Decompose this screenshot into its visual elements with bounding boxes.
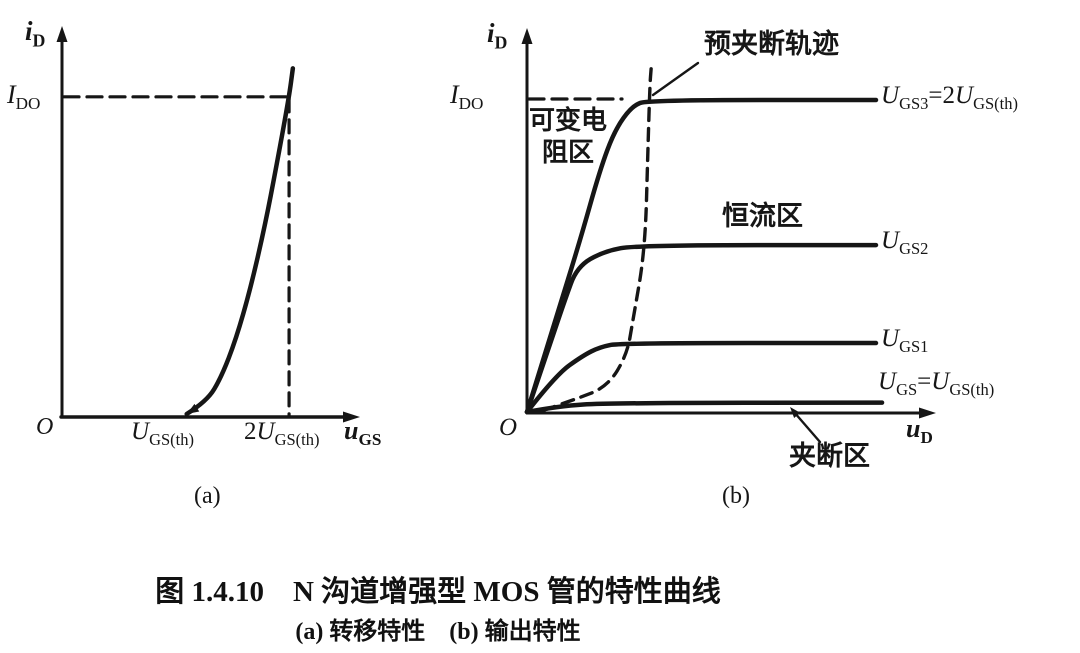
a-y-axis-label: iD: [25, 16, 46, 51]
a-tick-2ugsth: 2UGS(th): [244, 418, 320, 449]
b-region-pinch-off: 夹断区: [789, 441, 870, 471]
b-region-variable-resistance-line2: 阻区: [541, 137, 594, 167]
b-output-curve-2: [524, 340, 879, 415]
b-locus-label: 预夹断轨迹: [704, 29, 839, 59]
b-curve-label-ugs2: UGS2: [881, 227, 929, 258]
b-x-axis-arrow: [919, 407, 936, 419]
figure-caption-subtitles: (a) 转移特性 (b) 输出特性: [295, 619, 581, 645]
b-curve-label-ugsth: UGS=UGS(th): [878, 368, 995, 399]
a-tick-ugsth: UGS(th): [131, 418, 194, 449]
b-y-axis-arrow: [521, 28, 533, 44]
b-region-constant-current: 恒流区: [722, 201, 803, 231]
a-x-axis-label: uGS: [344, 416, 382, 450]
a-ido-tick-label: IDO: [7, 80, 41, 114]
b-region-variable-resistance: 可变电 阻区: [522, 104, 614, 168]
a-transfer-curve: [184, 66, 296, 417]
b-output-curve-3: [524, 400, 885, 415]
a-origin-label: O: [36, 414, 54, 440]
a-subfig-caption: (a): [194, 483, 221, 509]
b-output-curve-1: [524, 242, 879, 415]
b-y-axis-label: iD: [487, 18, 508, 53]
b-subfig-caption: (b): [722, 483, 750, 509]
b-x-axis-label: uD: [906, 414, 933, 448]
b-curve-label-ugs1: UGS1: [881, 325, 929, 356]
b-locus-leader-line: [651, 61, 700, 97]
b-pinchoff-locus: [541, 67, 653, 413]
b-region-variable-resistance-line1: 可变电: [528, 105, 607, 135]
a-curve-threshold-arrow: [186, 403, 200, 414]
b-origin-label: O: [499, 414, 518, 441]
b-output-curve-0: [524, 97, 879, 415]
a-x-axis-arrow: [343, 411, 360, 423]
b-pinchoff-leader-arrow: [790, 407, 801, 418]
a-y-axis-arrow: [56, 26, 68, 42]
b-pinchoff-leader-line: [792, 410, 822, 444]
figure-caption-title: 图 1.4.10 N 沟道增强型 MOS 管的特性曲线: [155, 576, 721, 608]
b-curve-label-ugs3: UGS3=2UGS(th): [881, 82, 1018, 113]
b-ido-tick-label: IDO: [450, 80, 484, 114]
